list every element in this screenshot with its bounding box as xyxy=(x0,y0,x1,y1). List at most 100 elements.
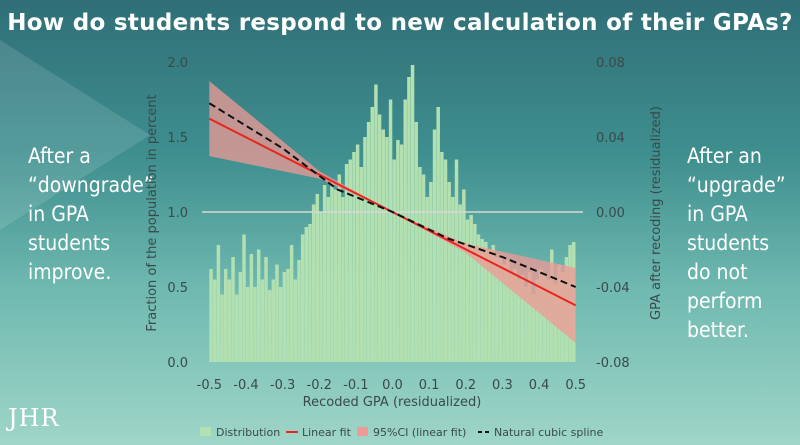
histogram-bar xyxy=(480,239,484,362)
histogram-bar xyxy=(403,99,407,362)
histogram-bar xyxy=(469,215,473,362)
histogram-bar xyxy=(502,264,506,362)
left-note-line: students xyxy=(28,231,111,255)
histogram-bar xyxy=(333,189,338,362)
page-title: How do students respond to new calculati… xyxy=(7,10,793,36)
histogram-bar xyxy=(223,269,228,362)
histogram-bar xyxy=(385,137,389,362)
histogram-bar xyxy=(260,279,265,362)
histogram-bar xyxy=(282,272,287,362)
legend-label: Linear fit xyxy=(302,426,352,439)
histogram-bar xyxy=(245,287,250,362)
y-axis-left-label: Fraction of the population in percent xyxy=(145,94,160,331)
y-right-tick-label: 0.08 xyxy=(596,56,625,71)
histogram-bar xyxy=(242,234,246,362)
legend-label: 95%CI (linear fit) xyxy=(373,426,466,439)
histogram-bar xyxy=(278,287,283,362)
x-tick-label: -0.3 xyxy=(270,378,295,393)
x-tick-label: -0.2 xyxy=(307,378,332,393)
histogram-bar xyxy=(363,137,367,362)
legend-label: Natural cubic spline xyxy=(494,426,603,439)
histogram-bar xyxy=(535,279,539,362)
right-annotation: After an “upgrade” in GPA students do no… xyxy=(687,142,786,345)
histogram-bar xyxy=(546,279,550,362)
histogram-bar xyxy=(454,159,459,362)
histogram-bar xyxy=(498,254,503,362)
histogram-bar xyxy=(308,224,312,362)
left-annotation: After a “downgrade” in GPA students impr… xyxy=(28,142,154,287)
decorative-triangle xyxy=(0,40,150,230)
x-tick-label: 0.2 xyxy=(455,378,476,393)
histogram-bar xyxy=(209,269,213,362)
y-right-tick-label: 0.04 xyxy=(596,131,625,146)
histogram-bar xyxy=(231,257,235,362)
histogram-bar xyxy=(487,249,492,362)
histogram-bar xyxy=(447,182,451,362)
histogram-bar xyxy=(352,152,356,362)
x-tick-label: -0.1 xyxy=(343,378,368,393)
histogram-bar xyxy=(330,182,334,362)
legend: Distribution Linear fit 95%CI (linear fi… xyxy=(200,426,603,439)
histogram-bar xyxy=(418,167,422,362)
histogram-bar xyxy=(227,279,232,362)
x-tick-label: 0.4 xyxy=(529,378,550,393)
histogram-bar xyxy=(271,279,276,362)
histogram-bar xyxy=(264,257,268,362)
left-note-line: After a xyxy=(28,144,91,168)
histogram-bar xyxy=(528,272,532,362)
histogram-bar xyxy=(410,65,415,362)
histogram-bar xyxy=(520,275,525,362)
histogram-bar xyxy=(238,272,243,362)
histogram-bar xyxy=(381,129,385,362)
histogram-bar xyxy=(289,245,294,362)
x-tick-label: -0.5 xyxy=(197,378,222,393)
histogram-bar xyxy=(256,249,261,362)
right-note-line: perform xyxy=(687,289,763,313)
y-left-tick-label: 1.0 xyxy=(167,206,188,221)
spline-line xyxy=(208,102,577,288)
histogram-bar xyxy=(531,294,536,362)
y-left-tick-label: 1.5 xyxy=(167,131,188,146)
histogram-bar xyxy=(425,197,429,362)
histogram-bar xyxy=(451,197,455,362)
left-note-line: improve. xyxy=(28,260,112,284)
histogram-bar xyxy=(293,279,298,362)
legend-label: Distribution xyxy=(216,426,280,439)
histogram-bar xyxy=(253,287,257,362)
histogram-bar xyxy=(458,204,462,362)
histogram-bar xyxy=(495,257,499,362)
y-left-tick-label: 2.0 xyxy=(167,56,188,71)
x-axis-label: Recoded GPA (residualized) xyxy=(303,395,482,410)
histogram-bar xyxy=(359,167,363,362)
histogram-bar xyxy=(337,174,342,362)
histogram-bar xyxy=(513,269,517,362)
histogram-bar xyxy=(517,279,521,362)
histogram-bar xyxy=(524,287,528,362)
histogram-bar xyxy=(267,290,272,362)
x-tick-label: 0.3 xyxy=(492,378,513,393)
histogram-bar xyxy=(491,245,495,362)
histogram-bar xyxy=(421,174,426,362)
histogram-bar xyxy=(212,279,217,362)
histogram-bar xyxy=(414,122,418,362)
histogram-bar xyxy=(297,260,301,362)
right-note-line: better. xyxy=(687,318,749,342)
histogram-bar xyxy=(220,294,224,362)
x-tick-label: 0.5 xyxy=(565,378,586,393)
tick-labels: -0.5 -0.4 -0.3 -0.2 -0.1 0.0 0.1 0.2 0.3 0.4 0.5 0.… xyxy=(167,56,629,393)
right-note-line: in GPA xyxy=(687,202,748,226)
histogram-bar xyxy=(319,212,323,362)
right-note-line: After an xyxy=(687,144,762,168)
y-left-tick-label: 0.5 xyxy=(167,281,188,296)
histogram-bar xyxy=(249,254,254,362)
right-note-line: do not xyxy=(687,260,748,284)
histogram xyxy=(209,65,576,362)
right-note-line: “upgrade” xyxy=(687,173,786,197)
histogram-bar xyxy=(374,84,378,362)
histogram-bar xyxy=(377,114,382,362)
histogram-bar xyxy=(440,152,444,362)
left-note-line: in GPA xyxy=(28,202,89,226)
histogram-bar xyxy=(341,197,345,362)
histogram-bar xyxy=(216,245,221,362)
